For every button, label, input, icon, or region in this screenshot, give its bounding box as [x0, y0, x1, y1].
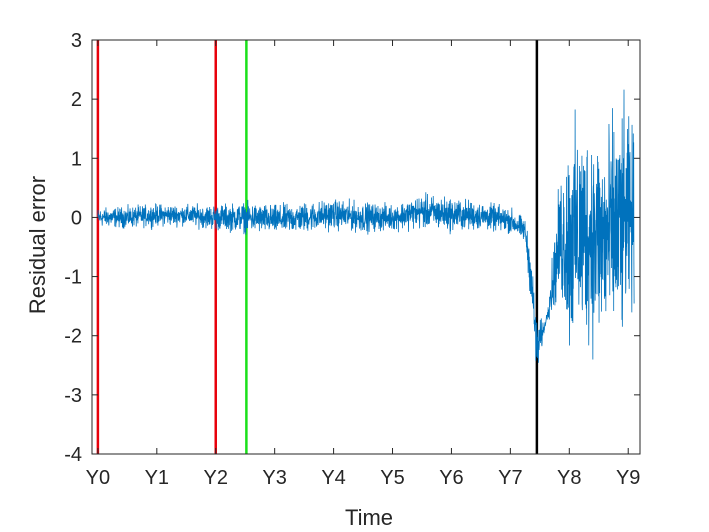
x-tick-label: Y9: [616, 467, 640, 489]
y-tick-label: 0: [71, 207, 82, 229]
y-tick-label: -3: [64, 385, 82, 407]
axes: [91, 39, 641, 455]
y-tick-label: 2: [71, 89, 82, 111]
x-tick-label: Y4: [321, 467, 345, 489]
series-group: [97, 89, 635, 363]
x-tick-label: Y1: [145, 467, 169, 489]
x-ticks: Y0 Y1 Y2 Y3 Y4 Y5 Y6 Y7 Y8 Y9: [86, 40, 640, 489]
x-tick-label: Y6: [439, 467, 463, 489]
y-tick-label: -1: [64, 267, 82, 289]
y-tick-label: -4: [64, 444, 82, 466]
series-line-0: [97, 89, 635, 363]
plot-background: [92, 40, 640, 454]
x-tick-label: Y0: [86, 467, 110, 489]
x-axis-label: Time: [345, 505, 393, 530]
x-tick-label: Y7: [498, 467, 522, 489]
y-tick-label: -2: [64, 326, 82, 348]
x-tick-label: Y8: [557, 467, 581, 489]
plot-area: [92, 40, 640, 454]
y-ticks: 3 2 1 0 -1 -2 -3 -4: [64, 30, 640, 466]
event-lines: [96, 40, 539, 454]
x-tick-label: Y3: [262, 467, 286, 489]
y-tick-label: 3: [71, 30, 82, 52]
x-tick-label: Y2: [204, 467, 228, 489]
y-tick-label: 1: [71, 148, 82, 170]
axes-box: [91, 39, 641, 455]
y-axis-label: Residual error: [25, 176, 50, 314]
x-tick-label: Y5: [380, 467, 404, 489]
